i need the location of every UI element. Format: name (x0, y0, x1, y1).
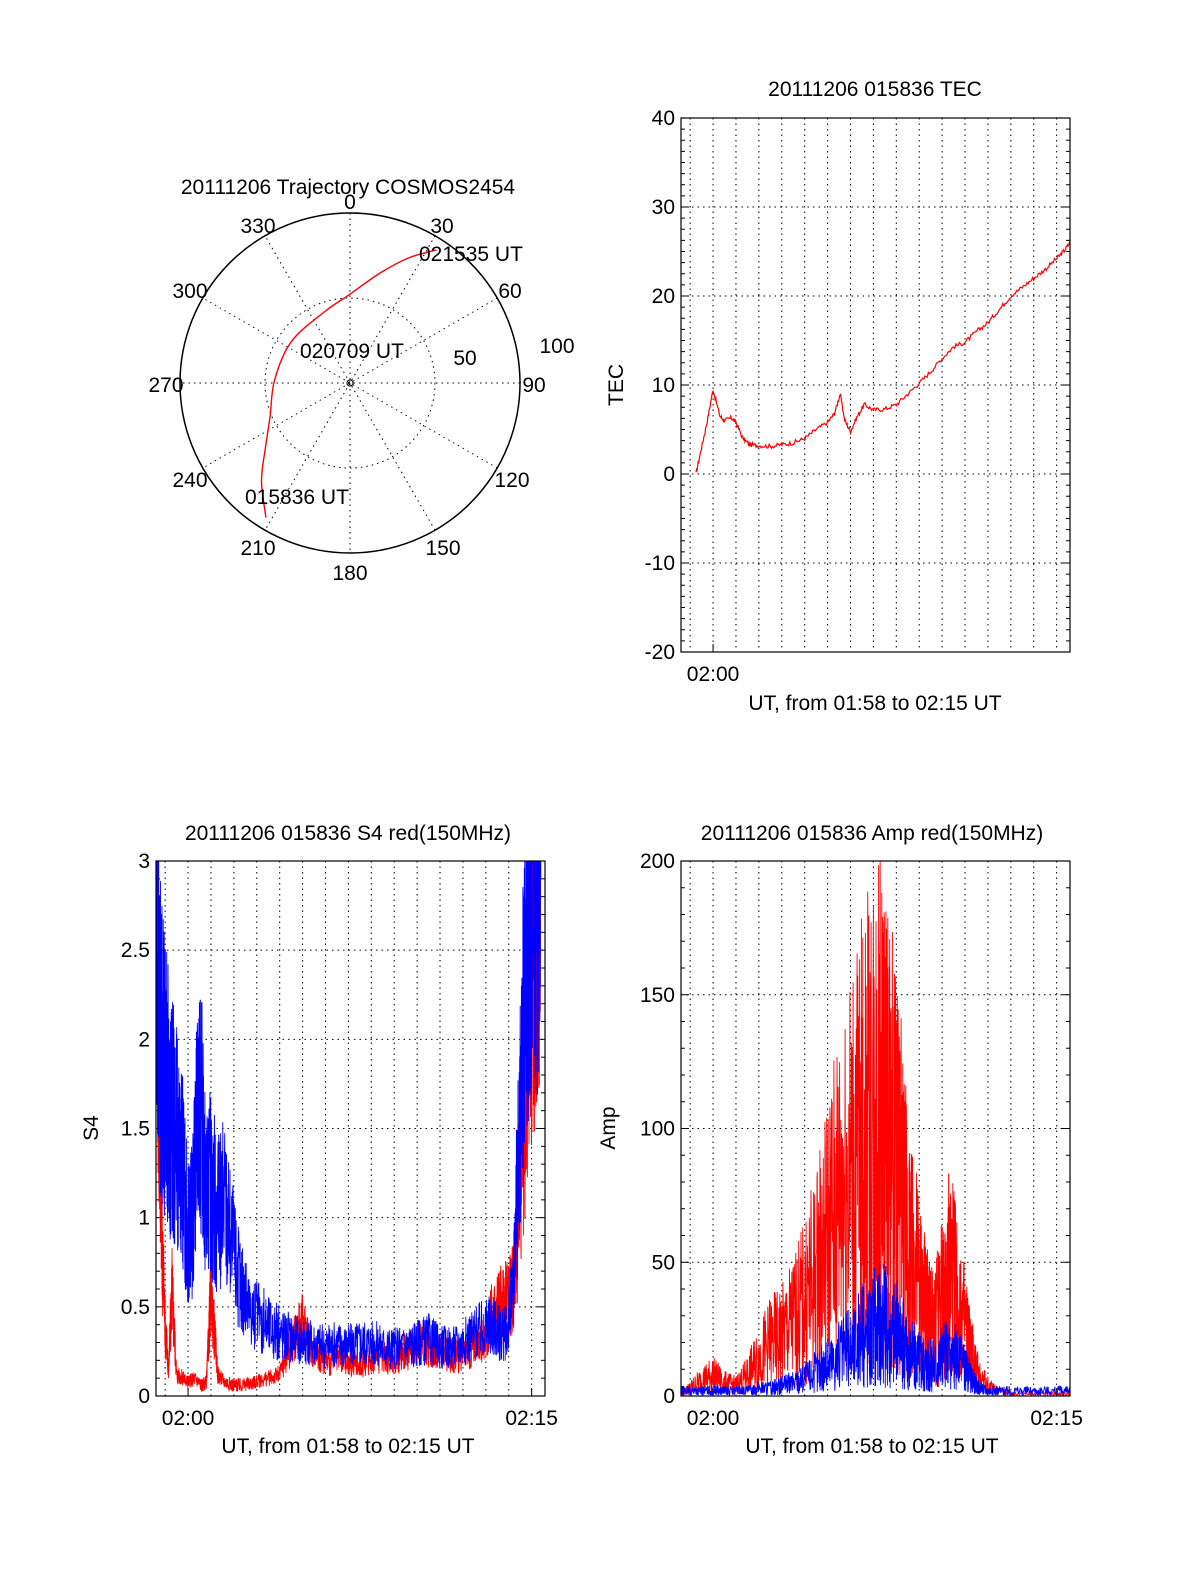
plot-frame (680, 117, 1071, 653)
y-tick-label: 0 (663, 463, 675, 486)
y-tick-label: 150 (640, 984, 675, 1007)
s4-chart: 20111206 015836 S4 red(150MHz) UT, from … (80, 822, 558, 1458)
series-line (681, 1263, 1070, 1396)
y-tick-label: 2.5 (121, 939, 150, 962)
polar-azimuth-label: 0 (344, 191, 356, 214)
y-tick-label: 30 (652, 196, 675, 219)
polar-azimuth-label: 30 (430, 215, 453, 238)
amp-ylabel: Amp (597, 1106, 620, 1149)
polar-azimuth-label: 90 (522, 374, 545, 397)
y-tick-label: 0 (138, 1385, 150, 1408)
y-tick-label: 50 (652, 1251, 675, 1274)
y-tick-label: 200 (640, 850, 675, 873)
polar-spokes (180, 213, 520, 553)
trajectory-title: 20111206 Trajectory COSMOS2454 (181, 176, 516, 199)
y-tick-label: 20 (652, 285, 675, 308)
tec-xlabel: UT, from 01:58 to 02:15 UT (748, 692, 1001, 715)
series-line (681, 861, 1070, 1396)
series-line (156, 861, 542, 1370)
s4-title: 20111206 015836 S4 red(150MHz) (185, 822, 511, 845)
s4-xlabel: UT, from 01:58 to 02:15 UT (221, 1435, 474, 1458)
polar-azimuth-labels: 0 30 60 90 120 150 180 210 240 270 300 330 (148, 191, 545, 585)
x-tick-label: 02:00 (687, 663, 740, 686)
polar-azimuth-label: 240 (172, 469, 207, 492)
polar-azimuth-label: 150 (425, 537, 460, 560)
y-tick-label: 100 (640, 1118, 675, 1141)
polar-radius-label-100: 100 (539, 335, 574, 358)
track-end-time: 021535 UT (419, 243, 523, 266)
polar-azimuth-label: 300 (172, 280, 207, 303)
y-tick-label: 0.5 (121, 1296, 150, 1319)
polar-azimuth-label: 60 (498, 280, 521, 303)
x-tick-label: 02:00 (162, 1407, 215, 1430)
s4-ylabel: S4 (80, 1115, 103, 1141)
y-tick-label: 10 (652, 374, 675, 397)
y-tick-label: 40 (652, 107, 675, 130)
tec-ylabel: TEC (605, 364, 628, 406)
amp-title: 20111206 015836 Amp red(150MHz) (701, 822, 1043, 845)
satellite-track-line (260, 249, 437, 518)
y-tick-label: -10 (645, 552, 675, 575)
track-middle-time: 020709 UT (300, 340, 404, 363)
polar-center-mark (346, 379, 354, 387)
polar-azimuth-label: 270 (148, 374, 183, 397)
polar-azimuth-label: 120 (494, 469, 529, 492)
series-line (695, 241, 1070, 473)
x-tick-label: 02:15 (1030, 1407, 1083, 1430)
x-tick-label: 02:00 (687, 1407, 740, 1430)
x-tick-label: 02:15 (505, 1407, 558, 1430)
tec-title: 20111206 015836 TEC (768, 78, 982, 101)
y-tick-label: -20 (645, 641, 675, 664)
polar-azimuth-label: 210 (240, 537, 275, 560)
polar-inner-circle (264, 297, 436, 469)
polar-azimuth-label: 180 (332, 562, 367, 585)
tec-chart: 20111206 015836 TEC UT, from 01:58 to 02… (605, 78, 1071, 715)
trajectory-polar-plot: 20111206 Trajectory COSMOS2454 0 30 60 90 12… (148, 176, 574, 585)
plot-frame (155, 860, 546, 1397)
polar-azimuth-label: 330 (240, 215, 275, 238)
amp-xlabel: UT, from 01:58 to 02:15 UT (745, 1435, 998, 1458)
plot-frame (680, 860, 1071, 1397)
polar-radius-label-50: 50 (453, 347, 476, 370)
amp-chart: 20111206 015836 Amp red(150MHz) UT, from… (597, 822, 1083, 1458)
y-tick-label: 0 (663, 1385, 675, 1408)
track-start-time: 015836 UT (245, 486, 349, 509)
y-tick-label: 1 (138, 1207, 150, 1230)
y-tick-label: 2 (138, 1028, 150, 1051)
y-tick-label: 1.5 (121, 1118, 150, 1141)
y-tick-label: 3 (138, 850, 150, 873)
